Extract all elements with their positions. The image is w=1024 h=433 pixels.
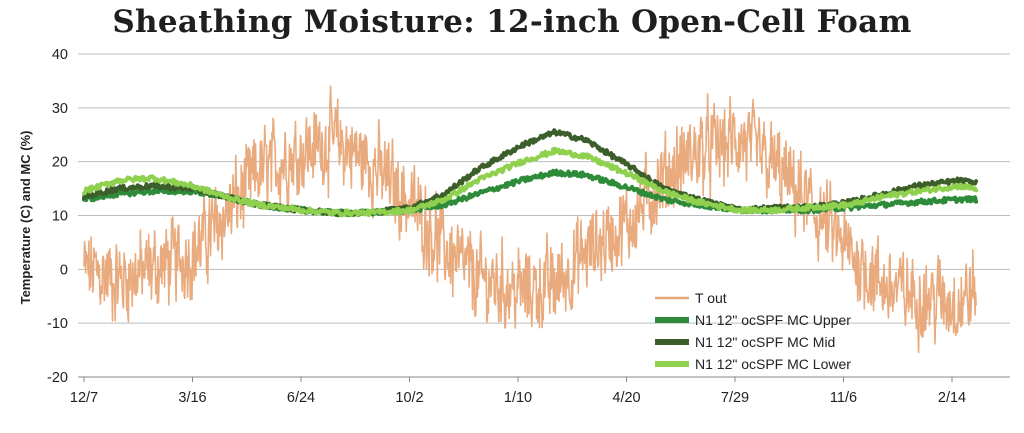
y-tick-label: 10 (52, 209, 68, 225)
y-tick-label: -10 (47, 316, 68, 332)
legend-label-3: N1 12" ocSPF MC Lower (695, 356, 851, 372)
y-tick-label: 30 (52, 101, 68, 117)
legend-label-0: T out (695, 290, 727, 306)
y-tick-label: 20 (52, 155, 68, 171)
x-tick-label: 10/2 (395, 390, 423, 406)
x-tick-label: 6/24 (287, 390, 315, 406)
x-tick-label: 11/6 (830, 390, 857, 406)
legend-label-1: N1 12" ocSPF MC Upper (695, 312, 851, 328)
x-tick-label: 2/14 (938, 390, 966, 406)
series-line-3 (82, 146, 979, 218)
x-tick-label: 12/7 (70, 390, 98, 406)
series-line-0 (83, 85, 977, 354)
y-tick-label: -20 (47, 370, 68, 386)
y-tick-label: 0 (60, 262, 68, 278)
y-tick-label: 40 (52, 47, 68, 63)
x-tick-label: 3/16 (178, 390, 206, 406)
x-tick-label: 4/20 (612, 390, 640, 406)
legend-label-2: N1 12" ocSPF MC Mid (695, 334, 835, 350)
x-tick-label: 7/29 (721, 390, 749, 406)
y-axis-label: Temperature (C) and MC (%) (18, 131, 33, 305)
chart-title: Sheathing Moisture: 12-inch Open-Cell Fo… (112, 4, 912, 40)
x-tick-label: 1/10 (504, 390, 532, 406)
